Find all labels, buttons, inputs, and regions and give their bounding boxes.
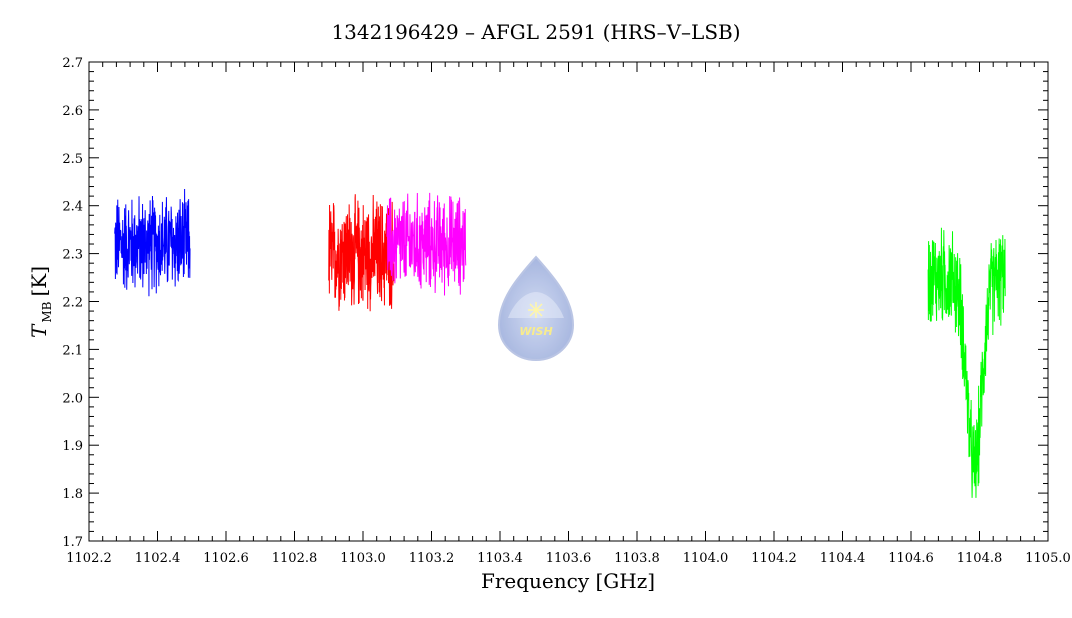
y-axis-unit: [K] (27, 266, 51, 297)
x-tick-label: 1105.0 (1025, 551, 1071, 566)
y-tick-label: 1.8 (62, 487, 83, 502)
x-tick-label: 1104.8 (957, 551, 1003, 566)
wish-logo: WISH (497, 255, 575, 362)
y-tick-label: 2.2 (62, 296, 83, 311)
star-icon (528, 302, 544, 318)
x-tick-label: 1102.8 (272, 551, 318, 566)
series-layer (114, 188, 1006, 498)
y-tick-label: 2.1 (62, 343, 83, 358)
x-tick-label: 1103.8 (614, 551, 660, 566)
svg-text:TMB[K]: TMB [K] (27, 266, 54, 338)
x-tick-label: 1104.6 (888, 551, 934, 566)
x-tick-label: 1104.4 (820, 551, 866, 566)
x-tick-label: 1102.2 (66, 551, 112, 566)
y-tick-label: 2.3 (62, 248, 83, 263)
y-tick-label: 2.5 (62, 152, 83, 167)
y-axis-subscript: MB (40, 301, 54, 322)
spectrum-series-2 (328, 194, 395, 312)
x-tick-label: 1102.6 (203, 551, 249, 566)
y-tick-label: 2.0 (62, 391, 83, 406)
y-tick-label: 2.7 (62, 56, 83, 71)
x-tick-label: 1103.4 (477, 551, 523, 566)
x-tick-label: 1103.6 (546, 551, 592, 566)
y-tick-label: 2.4 (62, 200, 83, 215)
y-axis-symbol: T (27, 323, 51, 338)
x-tick-label: 1104.0 (683, 551, 729, 566)
chart-title: 1342196429 – AFGL 2591 (HRS–V–LSB) (331, 20, 740, 44)
x-tick-label: 1103.0 (340, 551, 386, 566)
x-axis-label: Frequency [GHz] (481, 569, 655, 593)
y-tick-label: 1.9 (62, 439, 83, 454)
y-tick-label: 1.7 (62, 535, 83, 550)
x-tick-label: 1104.2 (751, 551, 797, 566)
ticks-layer: 1102.2 1102.4 1102.6 1102.8 1103.0 1103.2 1103… (62, 56, 1070, 566)
y-tick-label: 2.6 (62, 104, 83, 119)
logo-text: WISH (519, 325, 552, 338)
y-axis-label: TMB [K] (27, 266, 54, 338)
x-tick-label: 1103.2 (409, 551, 455, 566)
spectrum-series-3 (386, 192, 467, 296)
spectrum-series-1 (114, 188, 191, 297)
spectrum-series-4 (927, 227, 1006, 498)
x-tick-label: 1102.4 (135, 551, 181, 566)
